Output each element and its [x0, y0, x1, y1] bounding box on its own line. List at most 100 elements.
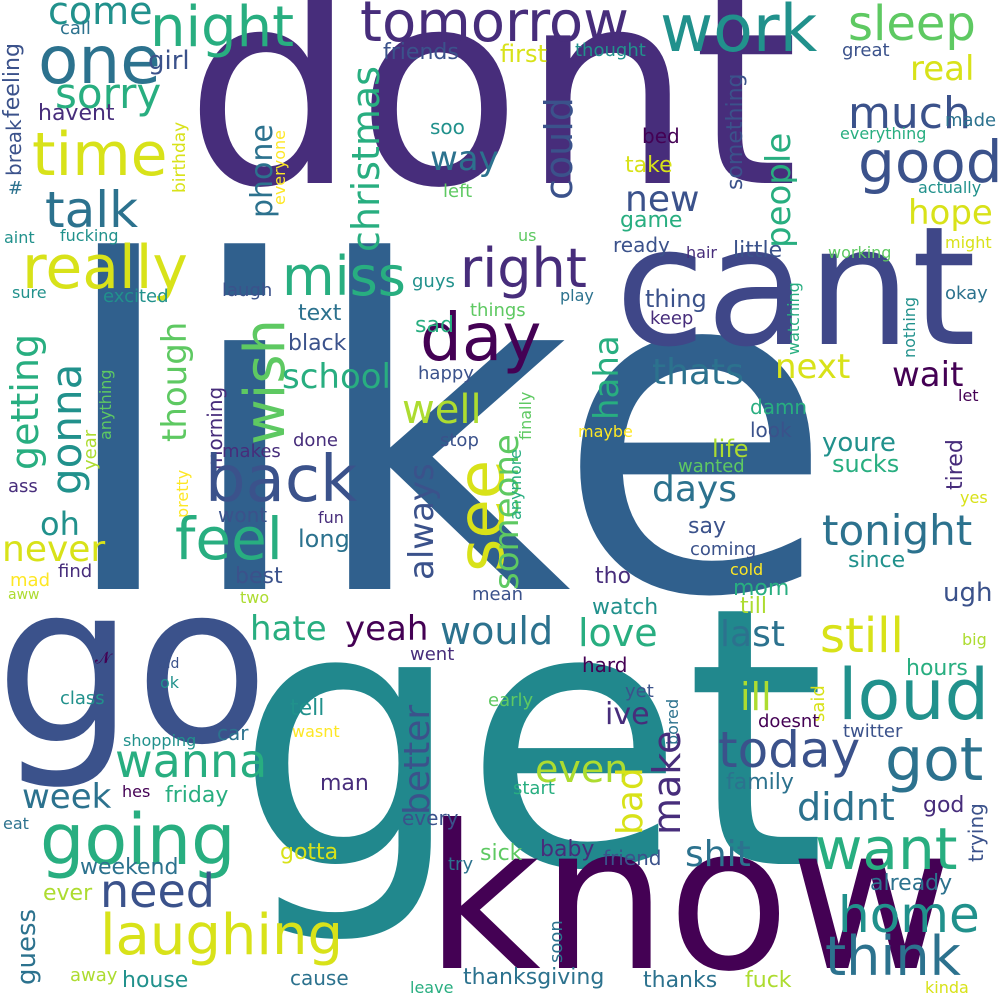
- word: maybe: [578, 422, 633, 441]
- word: working: [828, 243, 892, 262]
- word: talk: [45, 181, 139, 239]
- word: week: [22, 777, 112, 817]
- word: ass: [8, 476, 38, 497]
- word: time: [32, 120, 168, 190]
- word: tomorrow: [360, 0, 629, 55]
- word: go: [0, 537, 270, 793]
- word: doesnt: [758, 711, 820, 732]
- word: thought: [575, 40, 646, 61]
- word: till: [740, 594, 767, 619]
- word: girl: [148, 46, 190, 76]
- word: stop: [440, 430, 479, 451]
- word: feeling: [0, 43, 25, 118]
- word: make: [645, 730, 689, 835]
- word: went: [410, 644, 455, 665]
- word: made: [945, 110, 997, 131]
- word: leave: [410, 978, 454, 997]
- word: family: [726, 770, 794, 795]
- word: sleep: [848, 0, 976, 52]
- word: would: [440, 609, 554, 653]
- word: cant: [615, 191, 977, 383]
- word: well: [402, 387, 482, 433]
- word: black: [288, 331, 347, 356]
- word: hard: [582, 653, 628, 677]
- word: laugh: [222, 280, 273, 301]
- word: yes: [960, 488, 988, 507]
- word: best: [235, 564, 283, 589]
- word: today: [718, 721, 861, 779]
- word: sucks: [832, 450, 900, 478]
- word: ive: [605, 697, 650, 732]
- word: night: [150, 0, 295, 60]
- word: fucking: [60, 226, 119, 245]
- word: cause: [290, 966, 349, 990]
- word: love: [578, 611, 658, 655]
- word: days: [652, 469, 737, 510]
- word: sure: [12, 283, 47, 302]
- word: ugh: [943, 578, 993, 608]
- word: sorry: [55, 69, 162, 118]
- word: trying: [964, 803, 988, 862]
- word: shit: [685, 834, 751, 875]
- word: actually: [918, 178, 982, 197]
- word: eat: [3, 814, 29, 833]
- word: still: [820, 608, 904, 664]
- word: better: [397, 704, 438, 815]
- word: weekend: [80, 855, 179, 880]
- word: call: [60, 18, 91, 39]
- word: year: [80, 429, 101, 470]
- word: try: [448, 854, 474, 875]
- word: take: [625, 153, 673, 178]
- word: want: [815, 815, 958, 883]
- word: watch: [592, 595, 659, 620]
- word: wanna: [115, 734, 268, 788]
- word: right: [460, 237, 587, 300]
- word: house: [122, 968, 189, 993]
- word: god: [923, 793, 965, 818]
- word: guess: [12, 908, 42, 985]
- word: real: [910, 49, 975, 89]
- word: play: [560, 286, 594, 305]
- word: yet: [625, 681, 654, 702]
- word: sick: [480, 841, 523, 866]
- word: think: [825, 925, 961, 988]
- word: shopping: [123, 731, 197, 750]
- word: hope: [908, 193, 993, 233]
- word: like: [55, 168, 836, 697]
- word: back: [205, 443, 358, 517]
- word: soo: [430, 115, 465, 139]
- word: break: [2, 119, 26, 176]
- word: never: [2, 529, 106, 570]
- word: always: [402, 463, 442, 580]
- word: twitter: [843, 721, 903, 742]
- word: tired: [943, 439, 968, 490]
- word: two: [240, 588, 270, 607]
- word: wanted: [678, 456, 745, 477]
- word: find: [58, 561, 93, 582]
- word: one: [38, 22, 161, 99]
- word: mad: [10, 570, 50, 591]
- word: work: [660, 0, 818, 67]
- word: hate: [250, 609, 327, 649]
- word: though: [155, 321, 195, 442]
- word: excited: [103, 286, 169, 307]
- word: finally: [516, 391, 535, 440]
- word: everyone: [270, 130, 289, 205]
- word: aint: [4, 228, 35, 247]
- word: since: [848, 548, 906, 573]
- word: dont: [185, 0, 799, 247]
- word: thanksgiving: [463, 965, 605, 990]
- word: tonight: [822, 506, 973, 555]
- word: class: [60, 688, 105, 709]
- word: makes: [222, 441, 281, 462]
- word: last: [720, 614, 785, 655]
- word: good: [858, 128, 1000, 196]
- word: yeah: [345, 609, 429, 649]
- word: look: [750, 418, 792, 442]
- word: got: [885, 725, 984, 795]
- word: oh: [40, 505, 80, 543]
- word: christmas: [344, 66, 388, 252]
- word: friend: [603, 846, 662, 870]
- word: gotta: [280, 840, 339, 865]
